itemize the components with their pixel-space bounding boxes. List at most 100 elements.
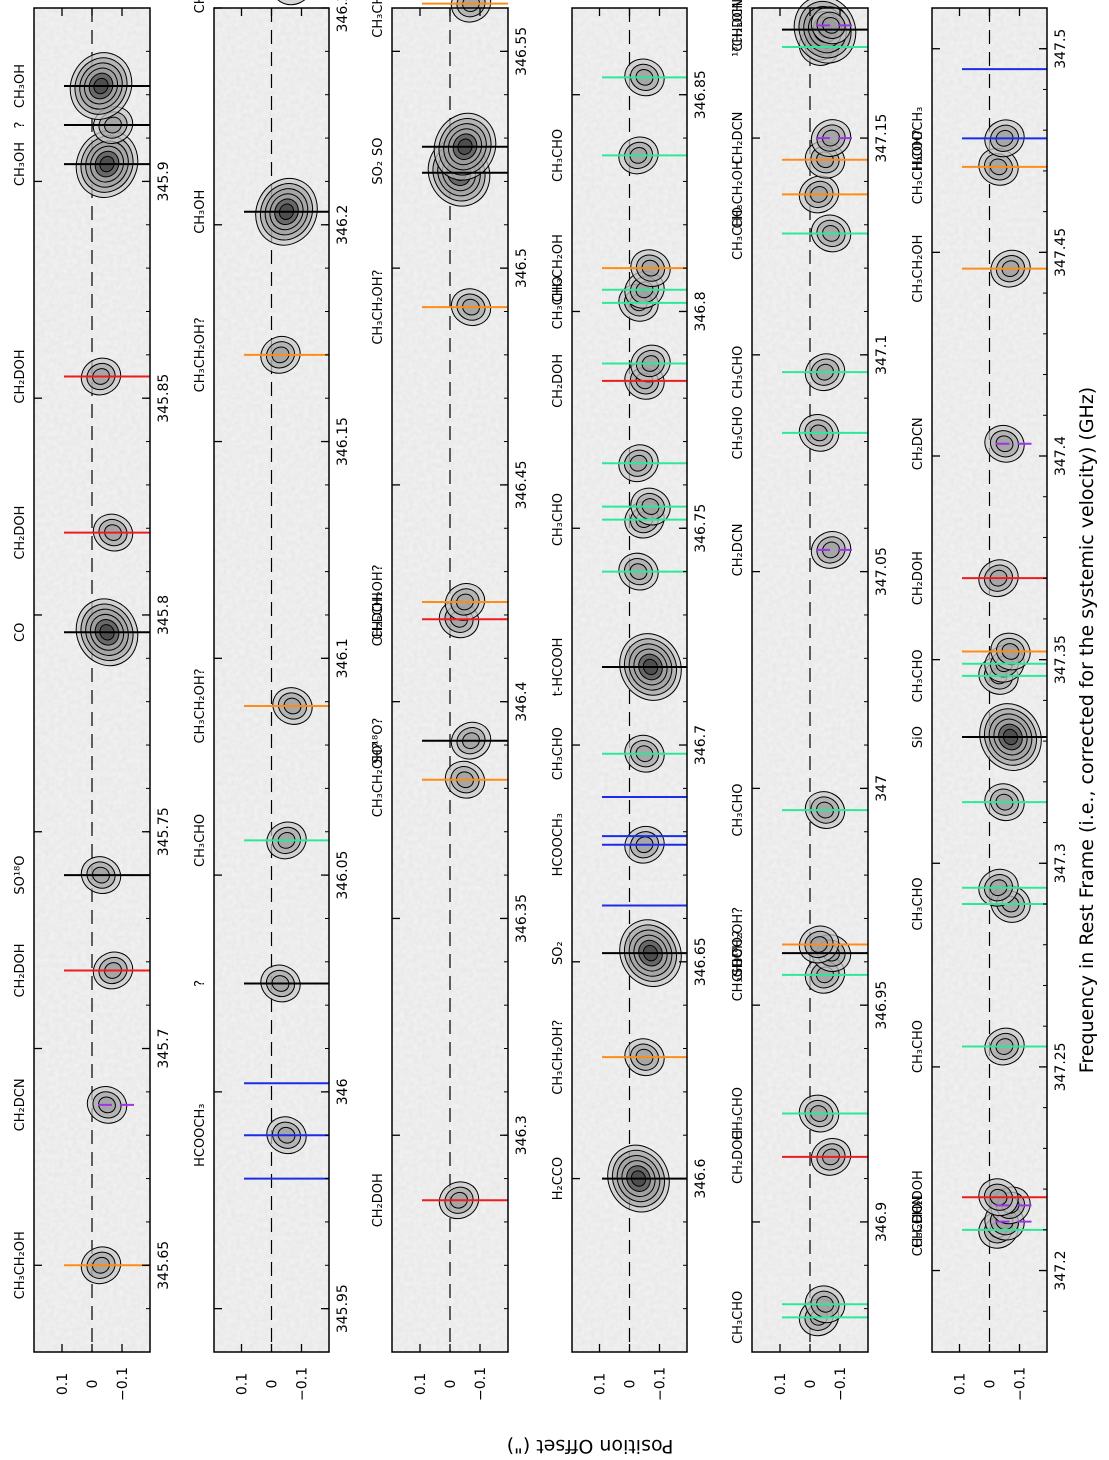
line-label: CH₃CH₂OH? bbox=[193, 317, 208, 392]
line-label: ¹³CH₃OH bbox=[731, 2, 746, 57]
line-label: SiO bbox=[911, 726, 926, 748]
freq-tick-label: 347.5 bbox=[1053, 29, 1069, 69]
freq-tick-label: 346.95 bbox=[874, 981, 890, 1030]
freq-tick-label: 346.1 bbox=[335, 638, 351, 678]
offset-tick-label: 0.1 bbox=[593, 1373, 609, 1395]
freq-tick-label: 345.75 bbox=[156, 807, 172, 856]
freq-tick-label: 345.95 bbox=[335, 1284, 351, 1333]
line-label: CH₃CH₂OH? bbox=[371, 270, 386, 345]
line-label: HCOOCH₃ bbox=[193, 1104, 208, 1167]
line-label: CH₃CHO bbox=[551, 276, 566, 329]
freq-tick-label: 346.85 bbox=[693, 70, 709, 119]
line-label: CH₃CHO bbox=[911, 649, 926, 702]
line-label: CH₂DCN bbox=[911, 417, 926, 470]
line-label: CH₃CHO bbox=[551, 727, 566, 780]
emission-contour bbox=[272, 0, 313, 6]
line-label: CH₂DOH bbox=[193, 0, 208, 13]
line-label: CH₂DOH bbox=[371, 1173, 386, 1227]
line-label: CH₂DOH bbox=[371, 592, 386, 646]
freq-tick-label: 346.45 bbox=[514, 460, 530, 509]
offset-tick-label: 0.1 bbox=[413, 1373, 429, 1395]
line-label: CH₃CH₂OH? bbox=[911, 129, 926, 204]
line-label: CH₃CH₂OH bbox=[731, 160, 746, 228]
freq-tick-label: 346.35 bbox=[514, 894, 530, 943]
line-label: CH₃CH₂OH? bbox=[371, 742, 386, 817]
freq-tick-label: 346.9 bbox=[874, 1202, 890, 1242]
freq-tick-label: 345.9 bbox=[156, 161, 172, 201]
freq-tick-label: 346.5 bbox=[514, 248, 530, 288]
line-label: CH₃CH₂OH bbox=[371, 0, 386, 38]
line-label: CH₃CHO bbox=[731, 1291, 746, 1344]
line-label: CH₂DOH bbox=[911, 1170, 926, 1224]
freq-tick-label: 346.25 bbox=[335, 0, 351, 33]
emission-contour bbox=[804, 791, 846, 829]
line-label: CH₃CHO bbox=[911, 1020, 926, 1073]
freq-tick-label: 345.7 bbox=[156, 1028, 172, 1068]
line-label: CH₃CHO bbox=[193, 814, 208, 867]
line-label: H₂CCO bbox=[551, 1157, 566, 1200]
line-label: ? bbox=[193, 980, 208, 987]
line-label: CH₃CHO bbox=[731, 406, 746, 459]
line-label: CH₂DOH bbox=[13, 943, 28, 997]
offset-tick-label: −0.1 bbox=[115, 1367, 131, 1401]
offset-tick-label: −0.1 bbox=[833, 1367, 849, 1401]
freq-tick-label: 347.1 bbox=[874, 335, 890, 375]
panel-4: H₂CCO CH₃CH₂OH? SO₂ HCOOCH₃ CH₃CHO t-HCOOH CH₃… bbox=[551, 7, 709, 1401]
freq-tick-label: 346.65 bbox=[693, 937, 709, 986]
freq-tick-label: 346.75 bbox=[693, 504, 709, 553]
line-label: CH₃CHO bbox=[911, 877, 926, 930]
line-label: CH₂DCN bbox=[911, 1195, 926, 1248]
line-label: CH₂DOH bbox=[13, 349, 28, 403]
offset-tick-label: 0 bbox=[265, 1380, 281, 1389]
line-label: CH₃CHO bbox=[551, 129, 566, 182]
line-label: SO¹⁸O? bbox=[371, 718, 386, 764]
panel-6: CH₃CHOCH₂DCNCH₂DOHCH₃CHOCH₃CHOSiOCH₃CHOC… bbox=[911, 7, 1069, 1401]
line-label: HCOOCH₃ bbox=[911, 107, 926, 170]
freq-tick-label: 347.3 bbox=[1053, 843, 1069, 883]
emission-contour bbox=[619, 919, 682, 987]
line-label: CH₃OH bbox=[193, 190, 208, 234]
line-label: CH₃CH₂OH? bbox=[371, 564, 386, 639]
freq-tick-label: 346.3 bbox=[514, 1115, 530, 1155]
offset-tick-label: 0 bbox=[623, 1380, 639, 1389]
freq-tick-label: 345.8 bbox=[156, 595, 172, 635]
freq-tick-label: 346.4 bbox=[514, 682, 530, 722]
line-label: SO¹⁸O bbox=[13, 856, 28, 895]
line-label: CH₃CHO bbox=[731, 1087, 746, 1140]
freq-tick-label: 346.2 bbox=[335, 205, 351, 245]
line-label: SO₂ bbox=[551, 941, 566, 965]
line-label: CH₂DCN bbox=[13, 1078, 28, 1131]
offset-tick-label: −0.1 bbox=[1013, 1367, 1029, 1401]
offset-tick-label: 0.1 bbox=[953, 1373, 969, 1395]
line-label: SO bbox=[371, 137, 386, 155]
freq-tick-label: 346.8 bbox=[693, 291, 709, 331]
line-label: CH₃CH₂OH bbox=[13, 1231, 28, 1299]
offset-tick-label: −0.1 bbox=[473, 1367, 489, 1401]
freq-tick-label: 345.85 bbox=[156, 374, 172, 423]
offset-tick-label: 0 bbox=[803, 1380, 819, 1389]
emission-contour bbox=[810, 119, 852, 157]
offset-tick-label: 0 bbox=[983, 1380, 999, 1389]
offset-tick-label: 0.1 bbox=[55, 1373, 71, 1395]
freq-tick-label: 347.25 bbox=[1053, 1042, 1069, 1091]
line-label: CH₃CH₂OH? bbox=[193, 668, 208, 743]
freq-tick-label: 347.2 bbox=[1053, 1250, 1069, 1290]
line-label: CH₃CH₂OH bbox=[551, 234, 566, 302]
panel-1: CH₃CH₂OH CH₂DCN CH₂DOH SO¹⁸O CO CH₂DOH CH₂DOH C… bbox=[13, 7, 172, 1401]
line-label: CH₃CHO bbox=[911, 1203, 926, 1256]
freq-tick-label: 345.65 bbox=[156, 1241, 172, 1290]
freq-tick-label: 346.55 bbox=[514, 27, 530, 76]
emission-contour bbox=[810, 531, 852, 569]
line-label: CH₃CHO bbox=[731, 207, 746, 260]
line-label: HCOOCH₃ bbox=[551, 813, 566, 876]
line-label: CH₂DOH bbox=[731, 1130, 746, 1184]
offset-tick-label: −0.1 bbox=[295, 1367, 311, 1401]
freq-tick-label: 347.35 bbox=[1053, 635, 1069, 684]
offset-tick-label: 0.1 bbox=[773, 1373, 789, 1395]
offset-tick-label: 0 bbox=[85, 1380, 101, 1389]
panel-3: CH₂DOHCH₃CH₂OH?SO¹⁸O?CH₂DOHCH₃CH₂OH?CH₃C… bbox=[371, 0, 530, 1401]
freq-tick-label: 347 bbox=[874, 775, 890, 802]
line-label: SO¹⁸O? bbox=[731, 930, 746, 976]
y-axis-label: Position Offset (") bbox=[507, 1435, 674, 1457]
